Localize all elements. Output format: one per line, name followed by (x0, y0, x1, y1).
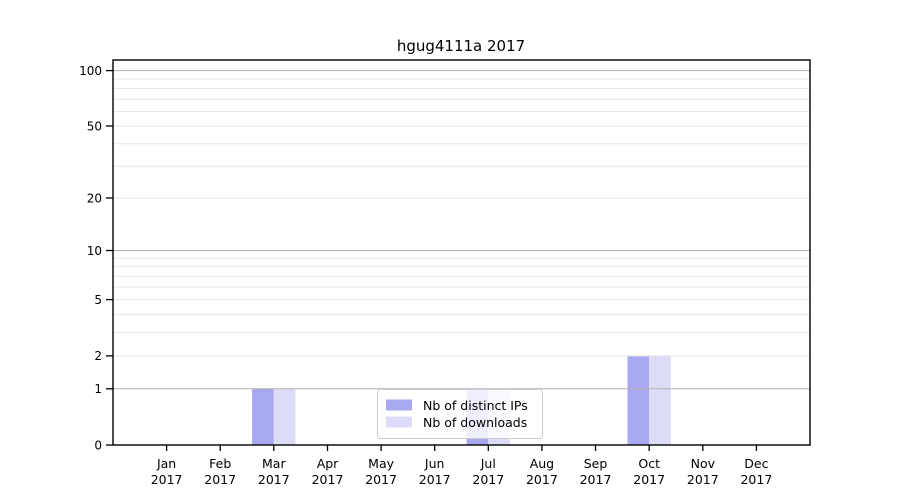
x-tick-label-year-may: 2017 (365, 472, 397, 487)
x-tick-label-year-nov: 2017 (687, 472, 719, 487)
x-tick-label-year-jul: 2017 (472, 472, 504, 487)
x-tick-label-month-dec: Dec (744, 456, 768, 471)
legend-label-nb-of-distinct-ips: Nb of distinct IPs (423, 398, 528, 413)
bar-nb-of-distinct-ips-oct (627, 355, 650, 445)
x-tick-label-month-jul: Jul (480, 456, 496, 471)
x-tick-label-year-apr: 2017 (312, 472, 344, 487)
x-tick-label-year-jun: 2017 (419, 472, 451, 487)
x-tick-label-year-sep: 2017 (580, 472, 612, 487)
x-tick-label-year-feb: 2017 (204, 472, 236, 487)
x-tick-label-year-aug: 2017 (526, 472, 558, 487)
x-tick-label-month-jan: Jan (156, 456, 176, 471)
y-tick-label-10: 10 (87, 244, 102, 258)
y-tick-label-50: 50 (87, 119, 102, 133)
x-tick-label-year-jan: 2017 (151, 472, 183, 487)
x-tick-label-month-mar: Mar (262, 456, 286, 471)
y-tick-label-100: 100 (79, 64, 102, 78)
x-tick-label-year-dec: 2017 (740, 472, 772, 487)
x-tick-label-month-jun: Jun (424, 456, 445, 471)
x-tick-label-month-feb: Feb (209, 456, 231, 471)
y-tick-label-1: 1 (94, 382, 102, 396)
chart-title: hgug4111a 2017 (397, 37, 525, 55)
y-tick-label-5: 5 (94, 293, 102, 307)
bar-nb-of-distinct-ips-mar (252, 388, 274, 445)
x-tick-label-month-apr: Apr (317, 456, 339, 471)
y-tick-label-20: 20 (87, 191, 102, 205)
legend-label-nb-of-downloads: Nb of downloads (423, 415, 527, 430)
legend-swatch-nb-of-distinct-ips (386, 399, 412, 411)
x-tick-label-year-mar: 2017 (258, 472, 290, 487)
y-tick-label-0: 0 (94, 438, 102, 452)
x-tick-label-year-oct: 2017 (633, 472, 665, 487)
legend-swatch-nb-of-downloads (386, 416, 412, 428)
bar-nb-of-downloads-mar (273, 388, 296, 445)
legend-box (377, 389, 543, 439)
x-tick-label-month-sep: Sep (584, 456, 608, 471)
plot-box-spines (112, 59, 811, 446)
bar-nb-of-downloads-oct (649, 355, 671, 445)
x-tick-label-month-nov: Nov (691, 456, 716, 471)
x-tick-label-month-aug: Aug (530, 456, 554, 471)
x-tick-label-month-oct: Oct (638, 456, 660, 471)
y-tick-label-2: 2 (94, 349, 102, 363)
x-tick-label-month-may: May (368, 456, 394, 471)
